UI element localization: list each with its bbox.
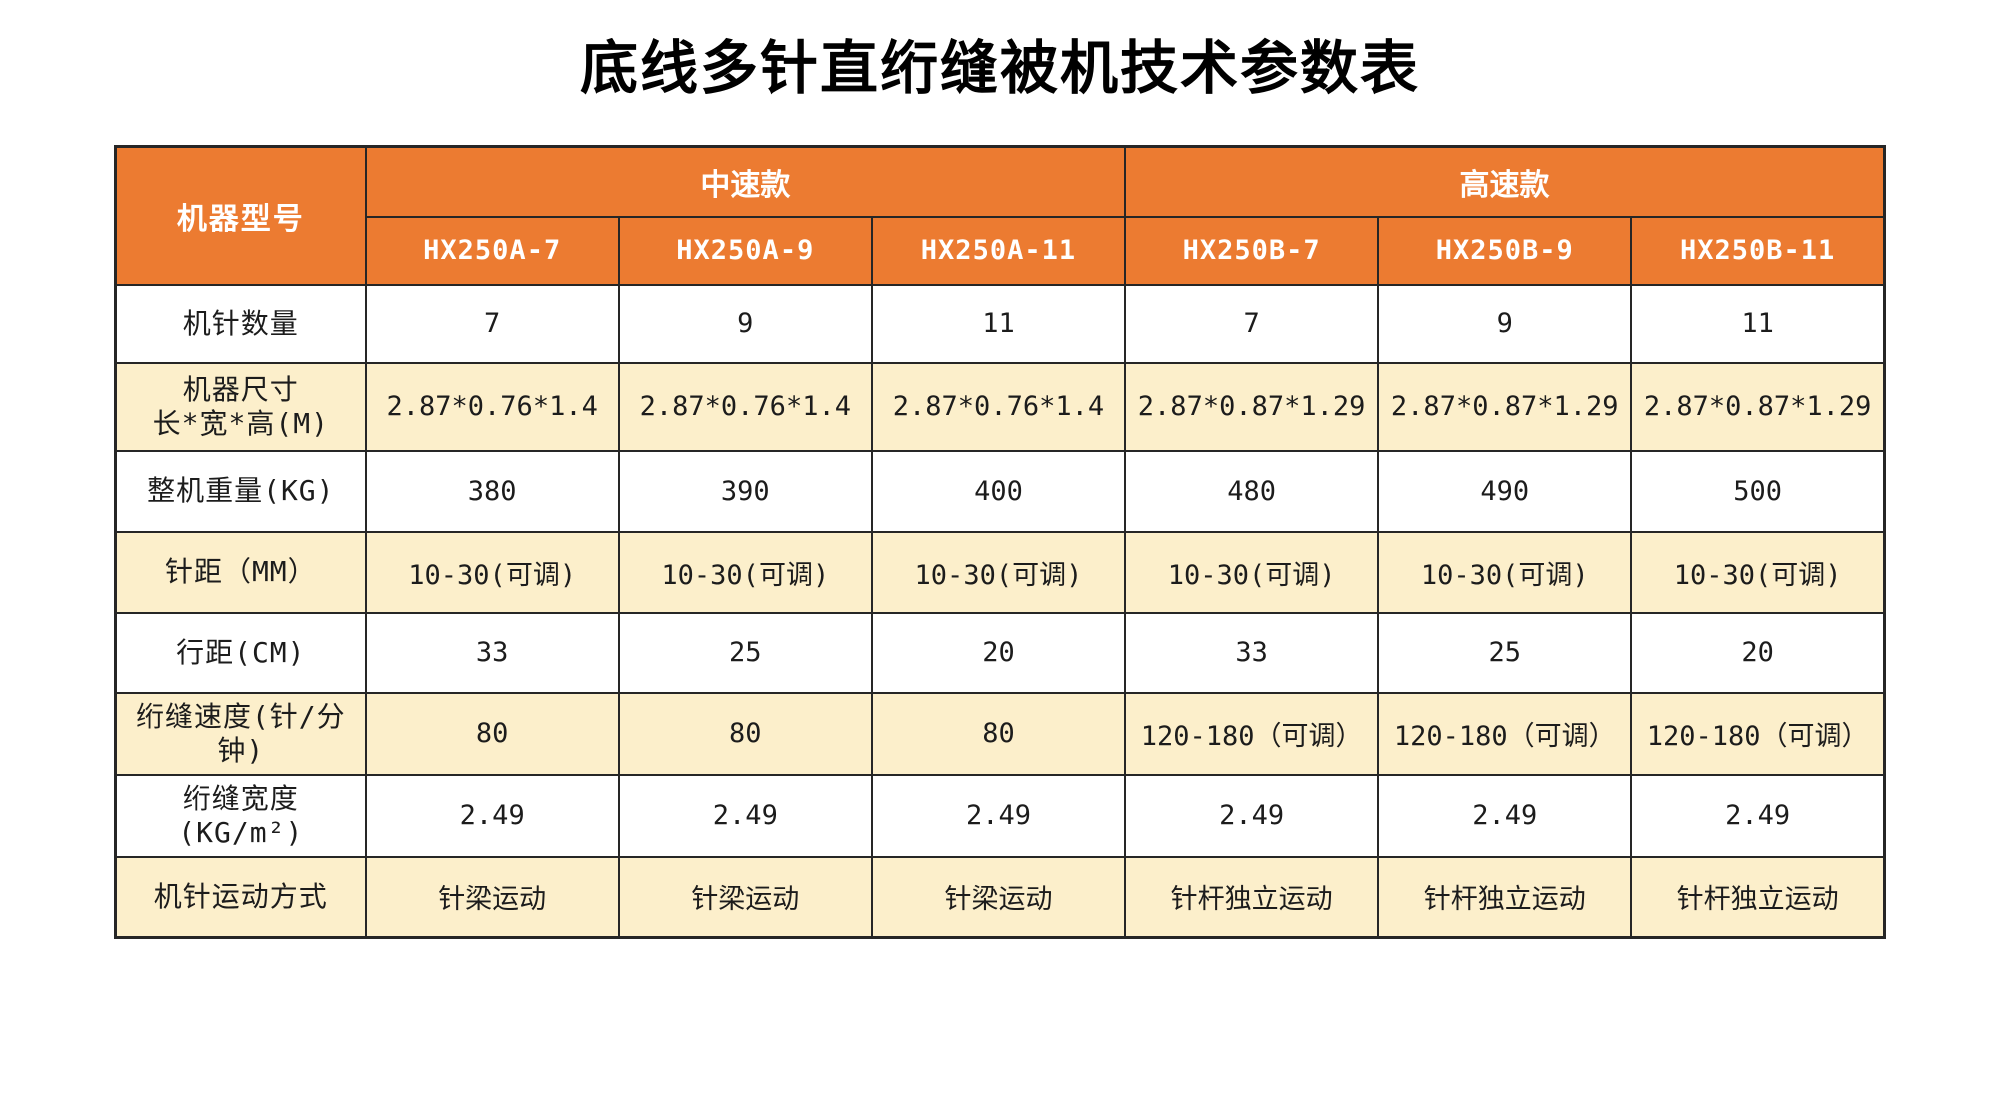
- group-header-medium-speed: 中速款: [364, 145, 1127, 218]
- value-cell-needle-motion-col1: 针梁运动: [364, 855, 620, 939]
- spec-row-machine-size: 机器尺寸 长*宽*高(M) 2.87*0.76*1.4 2.87*0.76*1.4 2…: [114, 361, 1886, 452]
- value-cell-quilting-speed-col2: 80: [617, 691, 873, 776]
- model-header-hx250a-9: HX250A-9: [617, 215, 873, 286]
- value-cell-needle-motion-col4: 针杆独立运动: [1124, 855, 1380, 939]
- value-cell-needle-pitch-col1: 10-30(可调): [364, 530, 620, 614]
- value-cell-quilting-width-col2: 2.49: [617, 773, 873, 858]
- value-cell-needle-motion-col3: 针梁运动: [870, 855, 1127, 939]
- value-cell-quilting-speed-col6: 120-180（可调）: [1630, 691, 1886, 776]
- value-cell-needle-pitch-col5: 10-30(可调): [1377, 530, 1633, 614]
- group-header-high-speed: 高速款: [1124, 145, 1886, 218]
- row-label-machine-weight: 整机重量(KG): [114, 449, 367, 533]
- value-cell-needle-pitch-col3: 10-30(可调): [870, 530, 1127, 614]
- value-cell-needle-count-col2: 9: [617, 283, 873, 364]
- value-cell-needle-count-col6: 11: [1630, 283, 1886, 364]
- model-header-hx250b-9: HX250B-9: [1377, 215, 1633, 286]
- value-cell-quilting-width-col5: 2.49: [1377, 773, 1633, 858]
- value-cell-quilting-width-col6: 2.49: [1630, 773, 1886, 858]
- value-cell-row-spacing-col1: 33: [364, 611, 620, 694]
- value-cell-needle-pitch-col4: 10-30(可调): [1124, 530, 1380, 614]
- value-cell-machine-size-col4: 2.87*0.87*1.29: [1124, 361, 1380, 452]
- model-header-hx250a-7: HX250A-7: [364, 215, 620, 286]
- spec-row-machine-weight: 整机重量(KG) 380 390 400 480 490 500: [114, 449, 1886, 533]
- value-cell-needle-motion-col6: 针杆独立运动: [1630, 855, 1886, 939]
- value-cell-needle-motion-col5: 针杆独立运动: [1377, 855, 1633, 939]
- page-title: 底线多针直绗缝被机技术参数表: [579, 34, 1420, 102]
- value-cell-quilting-width-col1: 2.49: [364, 773, 620, 858]
- value-cell-quilting-speed-col4: 120-180（可调）: [1124, 691, 1380, 776]
- value-cell-machine-size-col2: 2.87*0.76*1.4: [617, 361, 873, 452]
- corner-header-machine-model: 机器型号: [114, 145, 367, 286]
- spec-row-needle-count: 机针数量 7 9 11 7 9 11: [114, 283, 1886, 364]
- value-cell-needle-count-col1: 7: [364, 283, 620, 364]
- row-label-quilting-width: 绗缝宽度(KG/m²): [114, 773, 367, 858]
- model-header-hx250a-11: HX250A-11: [870, 215, 1127, 286]
- value-cell-needle-count-col3: 11: [870, 283, 1127, 364]
- model-header-hx250b-7: HX250B-7: [1124, 215, 1380, 286]
- value-cell-row-spacing-col4: 33: [1124, 611, 1380, 694]
- spec-row-needle-pitch: 针距（MM） 10-30(可调) 10-30(可调) 10-30(可调) 10-30(可…: [114, 530, 1886, 614]
- value-cell-machine-weight-col4: 480: [1124, 449, 1380, 533]
- value-cell-row-spacing-col2: 25: [617, 611, 873, 694]
- value-cell-machine-size-col5: 2.87*0.87*1.29: [1377, 361, 1633, 452]
- value-cell-quilting-speed-col1: 80: [364, 691, 620, 776]
- machine-spec-table: 机器型号 中速款 高速款 HX250A-7 HX250A-9 HX250A-11…: [114, 144, 1886, 939]
- row-label-quilting-speed: 绗缝速度(针/分 钟): [114, 691, 367, 776]
- value-cell-quilting-width-col3: 2.49: [870, 773, 1127, 858]
- value-cell-row-spacing-col5: 25: [1377, 611, 1633, 694]
- value-cell-needle-motion-col2: 针梁运动: [617, 855, 873, 939]
- value-cell-needle-count-col5: 9: [1377, 283, 1633, 364]
- value-cell-machine-weight-col2: 390: [617, 449, 873, 533]
- spec-row-needle-motion: 机针运动方式 针梁运动 针梁运动 针梁运动 针杆独立运动 针杆独立运动 针杆独立运动: [114, 855, 1886, 939]
- value-cell-machine-size-col3: 2.87*0.76*1.4: [870, 361, 1127, 452]
- value-cell-needle-count-col4: 7: [1124, 283, 1380, 364]
- row-label-needle-motion: 机针运动方式: [114, 855, 367, 939]
- value-cell-needle-pitch-col6: 10-30(可调): [1630, 530, 1886, 614]
- row-label-machine-size: 机器尺寸 长*宽*高(M): [114, 361, 367, 452]
- row-label-row-spacing: 行距(CM): [114, 611, 367, 694]
- value-cell-row-spacing-col6: 20: [1630, 611, 1886, 694]
- value-cell-machine-weight-col5: 490: [1377, 449, 1633, 533]
- spec-row-row-spacing: 行距(CM) 33 25 20 33 25 20: [114, 611, 1886, 694]
- value-cell-machine-size-col6: 2.87*0.87*1.29: [1630, 361, 1886, 452]
- model-header-hx250b-11: HX250B-11: [1630, 215, 1886, 286]
- spec-row-quilting-speed: 绗缝速度(针/分 钟) 80 80 80 120-180（可调） 120-180（可调） 1…: [114, 691, 1886, 776]
- value-cell-needle-pitch-col2: 10-30(可调): [617, 530, 873, 614]
- row-label-needle-pitch: 针距（MM）: [114, 530, 367, 614]
- value-cell-machine-weight-col6: 500: [1630, 449, 1886, 533]
- value-cell-machine-size-col1: 2.87*0.76*1.4: [364, 361, 620, 452]
- value-cell-quilting-speed-col5: 120-180（可调）: [1377, 691, 1633, 776]
- value-cell-machine-weight-col1: 380: [364, 449, 620, 533]
- value-cell-quilting-width-col4: 2.49: [1124, 773, 1380, 858]
- spec-row-quilting-width: 绗缝宽度(KG/m²) 2.49 2.49 2.49 2.49 2.49 2.49: [114, 773, 1886, 858]
- value-cell-quilting-speed-col3: 80: [870, 691, 1127, 776]
- value-cell-row-spacing-col3: 20: [870, 611, 1127, 694]
- row-label-needle-count: 机针数量: [114, 283, 367, 364]
- value-cell-machine-weight-col3: 400: [870, 449, 1127, 533]
